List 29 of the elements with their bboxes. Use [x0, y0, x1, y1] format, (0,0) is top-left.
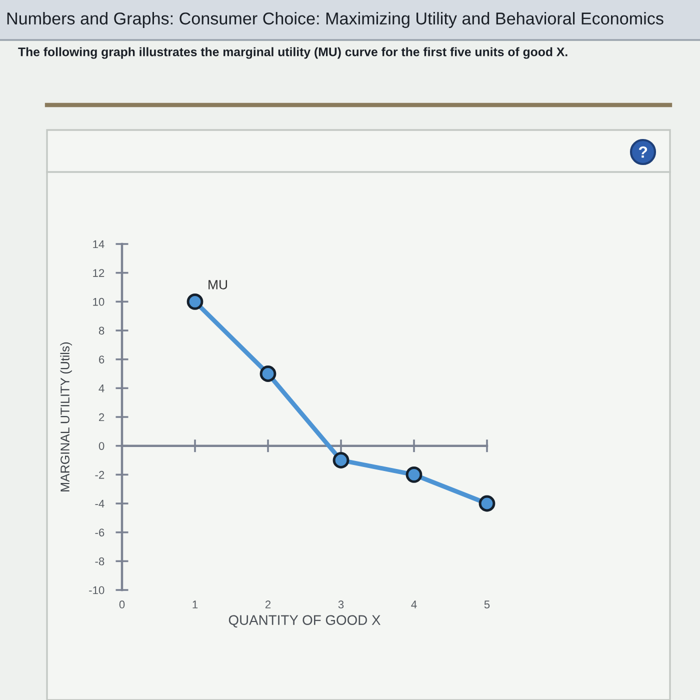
y-tick-label: -6	[95, 528, 104, 536]
chart-title: Numbers and Graphs: Consumer Choice: Maximizing Utility and Behavioral Economics	[7, 12, 664, 28]
y-tick-label: -10	[89, 586, 104, 594]
y-tick-label: -4	[95, 500, 104, 508]
x-tick-label: 3	[338, 600, 344, 608]
chart-subtitle: The following graph illustrates the marginal utility (MU) curve for the first five units of good X.	[18, 47, 568, 59]
y-tick-label: 12	[93, 269, 104, 277]
point	[332, 452, 350, 468]
y-tick-label: -2	[95, 470, 104, 479]
y-tick-label: 6	[99, 356, 104, 364]
y-tick-label: 4	[98, 384, 104, 392]
y-tick-label: 8	[98, 326, 104, 335]
y-tick-label: 14	[93, 240, 104, 248]
x-tick-label: 1	[192, 600, 198, 608]
x-tick-label: 0	[119, 600, 125, 608]
y-tick-label: 10	[93, 298, 104, 306]
point	[260, 366, 276, 382]
point	[478, 495, 496, 512]
y-tick-label: -8	[95, 557, 104, 566]
y-axis-title: MARGINAL UTILITY (Utils)	[60, 342, 72, 492]
point	[406, 466, 422, 483]
x-tick-label: 2	[265, 600, 271, 608]
series-label: MU	[208, 280, 227, 290]
x-tick-label: 4	[411, 600, 417, 608]
point	[186, 293, 204, 310]
x-axis-title: QUANTITY OF GOOD X	[228, 615, 380, 628]
x-tick-label: 5	[484, 600, 490, 608]
y-tick-label: 0	[98, 442, 104, 450]
y-tick-label: 2	[99, 413, 104, 422]
